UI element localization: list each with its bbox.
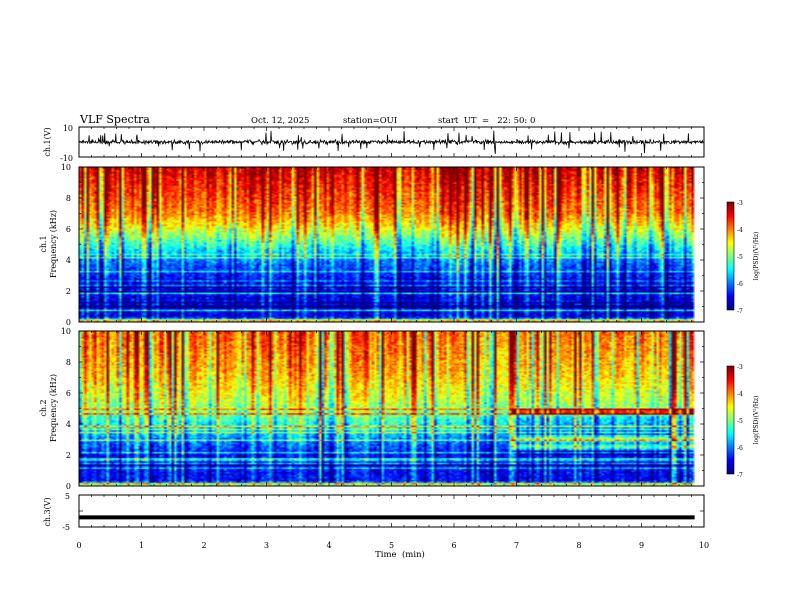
- time-axis-ticks: [78, 126, 705, 528]
- ch1-ytick-bottom: -10: [60, 154, 73, 163]
- figure-title: VLF Spectra: [79, 113, 150, 126]
- ch2-colorbar-tick: -3: [737, 364, 743, 371]
- ch2-freq-tick: 6: [66, 389, 71, 398]
- ch1-colorbar-label: log(PSD)(V²/Hz): [753, 232, 760, 281]
- ch2-colorbar-label: log(PSD)(V²/Hz): [753, 396, 760, 445]
- time-axis-ticklabels: 0 1 2 3 4 5 6 7 8 9 10: [76, 541, 709, 550]
- ch2-spectrogram-panel: 0 2 4 6 8 10 ch.2 Frequency (kHz): [39, 327, 705, 491]
- ch2-freq-tick: 0: [66, 482, 71, 491]
- ch1-colorbar-tick: -6: [737, 281, 743, 288]
- start-time-label: start UT = 22: 50: 0: [438, 116, 535, 126]
- ch2-freq-tick: 8: [66, 358, 71, 367]
- ch1-waveform-trace: [78, 130, 705, 154]
- time-axis-label: Time (min): [375, 549, 425, 560]
- ch2-freq-tick: 10: [61, 327, 71, 336]
- ch1-colorbar-tick: -5: [737, 254, 743, 261]
- ch1-freq-tick: 10: [61, 163, 71, 172]
- ch1-colorbar-frame: [726, 201, 735, 311]
- ch1-colorbar: -3 -4 -5 -6 -7 log(PSD)(V²/Hz): [726, 200, 760, 315]
- ch3-waveform-frame: [78, 494, 705, 528]
- ch2-channel-label: ch.2: [39, 399, 48, 416]
- time-tick-label: 6: [451, 541, 456, 550]
- ch2-freq-ticklabels: 0 2 4 6 8 10: [61, 327, 71, 491]
- time-tick-label: 2: [201, 541, 206, 550]
- time-tick-label: 0: [76, 541, 81, 550]
- ch2-colorbar-frame: [726, 365, 735, 475]
- ch1-colorbar-gradient: [727, 202, 734, 310]
- ch1-freq-ticklabels: 0 2 4 6 8 10: [61, 163, 71, 327]
- ch2-colorbar-tick: -7: [737, 472, 743, 479]
- ch1-channel-label: ch.1: [39, 235, 48, 252]
- time-tick-label: 1: [139, 541, 144, 550]
- time-tick-label: 5: [389, 541, 394, 550]
- time-tick-label: 9: [639, 541, 644, 550]
- ch1-ytick-top: 10: [63, 124, 73, 133]
- station-label: station=OUI: [343, 116, 397, 126]
- ch2-freq-axis-label: Frequency (kHz): [49, 374, 58, 442]
- ch2-freq-tick: 4: [66, 420, 71, 429]
- ch3-waveform-ylabel: ch.3(V): [43, 497, 52, 526]
- ch3-ytick-bottom: -5: [62, 523, 70, 532]
- ch2-colorbar-tick: -4: [737, 391, 743, 398]
- ch2-spectrogram-heatmap: [79, 331, 704, 486]
- ch1-spectrogram-heatmap: [79, 167, 704, 322]
- ch1-spectrogram-panel: 0 2 4 6 8 10 ch.1 Frequency (kHz): [39, 163, 705, 327]
- ch1-colorbar-tick: -4: [737, 227, 743, 234]
- ch1-colorbar-tick: -7: [737, 308, 743, 315]
- ch1-colorbar-tick: -3: [737, 200, 743, 207]
- date-label: Oct. 12, 2025: [251, 116, 309, 126]
- time-tick-label: 7: [514, 541, 519, 550]
- ch1-freq-axis-label: Frequency (kHz): [49, 210, 58, 278]
- ch1-freq-tick: 6: [66, 225, 71, 234]
- ch1-freq-tick: 0: [66, 318, 71, 327]
- ch2-colorbar: -3 -4 -5 -6 -7 log(PSD)(V²/Hz): [726, 364, 760, 479]
- ch2-colorbar-tick: -6: [737, 445, 743, 452]
- time-tick-label: 4: [326, 541, 331, 550]
- time-tick-label: 10: [699, 541, 709, 550]
- ch1-waveform-panel: 10 -10 ch.1(V): [43, 124, 705, 163]
- ch1-freq-tick: 4: [66, 256, 71, 265]
- time-tick-label: 8: [576, 541, 581, 550]
- ch2-freq-tick: 2: [66, 451, 71, 460]
- ch2-colorbar-tick: -5: [737, 418, 743, 425]
- ch2-colorbar-gradient: [727, 366, 734, 474]
- ch3-waveform-panel: 5 -5 ch.3(V): [43, 492, 705, 532]
- ch1-freq-tick: 2: [66, 287, 71, 296]
- ch1-waveform-ylabel: ch.1(V): [43, 127, 52, 156]
- ch1-freq-tick: 8: [66, 194, 71, 203]
- time-tick-label: 3: [264, 541, 269, 550]
- ch3-ytick-top: 5: [65, 492, 70, 501]
